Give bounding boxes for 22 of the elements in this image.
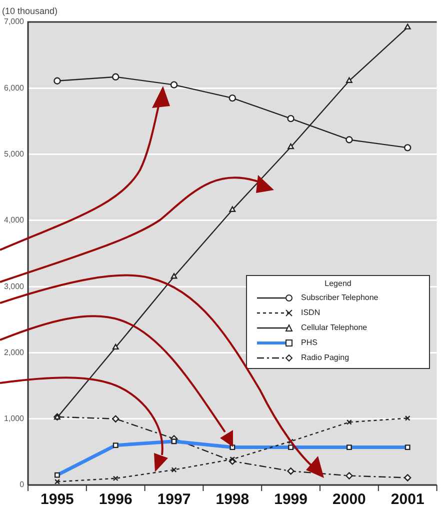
legend-label: Radio Paging — [301, 353, 350, 362]
x-tick-label: 2001 — [390, 491, 424, 508]
legend-label: ISDN — [301, 308, 320, 317]
y-tick-label: 6,000 — [4, 83, 25, 92]
y-tick-label: 2,000 — [4, 348, 25, 357]
legend-label: Subscriber Telephone — [301, 293, 378, 302]
y-tick-label: 5,000 — [4, 149, 25, 158]
legend-label: Cellular Telephone — [301, 323, 368, 332]
y-tick-label: 3,000 — [4, 282, 25, 291]
y-tick-label: 1,000 — [4, 414, 25, 424]
x-tick-label: 1998 — [216, 491, 250, 508]
y-tick-label: 0 — [20, 480, 25, 490]
y-tick-label: 7,000 — [4, 17, 25, 26]
x-tick-label: 2000 — [332, 491, 366, 508]
y-tick-label: 4,000 — [4, 216, 25, 225]
y-axis-title: (10 thousand) — [2, 6, 58, 16]
legend-label: PHS — [301, 338, 318, 347]
legend-title: Legend — [324, 279, 352, 288]
x-tick-label: 1996 — [98, 491, 132, 508]
x-tick-label: 1997 — [157, 491, 191, 508]
x-tick-label: 1999 — [274, 491, 308, 508]
x-tick-label: 1995 — [40, 491, 74, 508]
